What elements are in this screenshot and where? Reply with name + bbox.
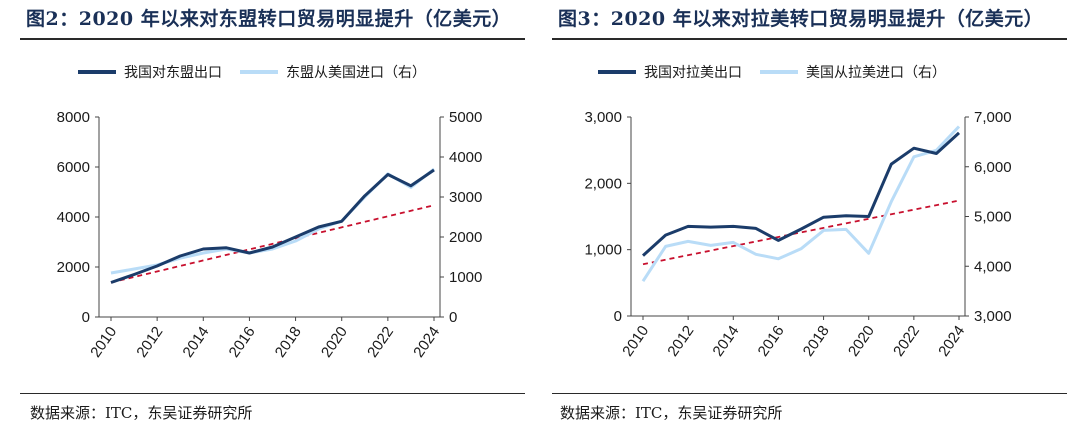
legend-swatch-series2 — [760, 70, 798, 74]
line-chart-latam: 0 1,000 2,000 3,000 3,000 4,000 5,000 6,000 7,00… — [584, 109, 1012, 360]
legend-item-series2: 东盟从美国进口（右） — [240, 62, 426, 82]
y-tick-label-left: 3,000 — [584, 109, 622, 126]
y-tick-label-left: 1,000 — [584, 242, 622, 259]
y-tick-label-right: 3,000 — [974, 308, 1012, 325]
series-line-export — [110, 168, 435, 284]
y-tick-label-left: 6000 — [57, 159, 90, 176]
series-line-import — [641, 125, 961, 283]
legend-label-series2: 东盟从美国进口（右） — [286, 65, 426, 81]
title-rule — [552, 38, 1067, 40]
source-rule — [20, 393, 525, 394]
title-rule — [20, 38, 525, 40]
y-tick-label-right: 0 — [449, 309, 457, 326]
y-tick-label-right: 5,000 — [974, 209, 1012, 226]
y-tick-label-right: 1000 — [449, 269, 482, 286]
series-line-export — [641, 131, 961, 257]
y-tick-label-right: 5000 — [449, 109, 482, 126]
x-tick-label: 2024 — [410, 324, 443, 361]
y-tick-label-right: 4000 — [449, 149, 482, 166]
x-tick-label: 2018 — [800, 323, 833, 360]
chart-panel-latam: 图3：2020 年以来对拉美转口贸易明显提升（亿美元） 我国对拉美出口 美国从拉… — [540, 0, 1080, 431]
trend-line — [642, 199, 960, 266]
legend-swatch-series1 — [78, 70, 116, 74]
x-tick-label: 2018 — [272, 324, 305, 361]
legend: 我国对拉美出口 美国从拉美进口（右） — [598, 62, 946, 82]
legend-item-series1: 我国对东盟出口 — [78, 62, 222, 82]
legend-label-series1: 我国对拉美出口 — [644, 65, 742, 81]
legend-label-series2: 美国从拉美进口（右） — [806, 65, 946, 81]
y-tick-label-left: 4000 — [57, 209, 90, 226]
line-chart-asean: 0 2000 4000 6000 8000 0 1000 2000 3000 4000 5000 20… — [57, 109, 483, 361]
y-tick-label-right: 3000 — [449, 189, 482, 206]
legend-item-series2: 美国从拉美进口（右） — [760, 62, 946, 82]
legend-swatch-series1 — [598, 70, 636, 74]
x-tick-label: 2010 — [619, 323, 652, 360]
chart-title: 图2：2020 年以来对东盟转口贸易明显提升（亿美元） — [26, 8, 512, 30]
source-note: 数据来源：ITC，东吴证券研究所 — [30, 404, 253, 422]
y-tick-label-left: 8000 — [57, 109, 90, 126]
y-tick-label-left: 2,000 — [584, 175, 622, 192]
x-tick-label: 2010 — [87, 324, 120, 361]
y-tick-label-left: 0 — [82, 309, 90, 326]
y-tick-label-right: 6,000 — [974, 159, 1012, 176]
x-tick-label: 2016 — [226, 324, 259, 361]
chart-title: 图3：2020 年以来对拉美转口贸易明显提升（亿美元） — [558, 8, 1044, 30]
source-rule — [552, 393, 1067, 394]
x-tick-label: 2012 — [664, 323, 697, 360]
x-tick-label: 2022 — [890, 323, 923, 360]
x-tick-label: 2024 — [935, 323, 968, 360]
x-tick-label: 2012 — [133, 324, 166, 361]
x-tick-label: 2020 — [845, 323, 878, 360]
legend-label-series1: 我国对东盟出口 — [124, 65, 222, 81]
source-note: 数据来源：ITC，东吴证券研究所 — [560, 404, 783, 422]
trend-line — [110, 204, 435, 284]
legend-swatch-series2 — [240, 70, 278, 74]
chart-panel-asean: 图2：2020 年以来对东盟转口贸易明显提升（亿美元） 我国对东盟出口 东盟从美… — [20, 8, 525, 422]
y-tick-label-right: 2000 — [449, 229, 482, 246]
legend-item-series1: 我国对拉美出口 — [598, 62, 742, 82]
y-tick-label-left: 0 — [614, 308, 622, 325]
series-line-import — [110, 167, 435, 275]
x-tick-label: 2022 — [364, 324, 397, 361]
y-tick-label-left: 2000 — [57, 259, 90, 276]
x-tick-label: 2020 — [318, 324, 351, 361]
x-tick-label: 2014 — [709, 323, 742, 360]
x-tick-label: 2016 — [755, 323, 788, 360]
x-tick-label: 2014 — [179, 324, 212, 361]
legend: 我国对东盟出口 东盟从美国进口（右） — [78, 62, 426, 82]
y-tick-label-right: 4,000 — [974, 258, 1012, 275]
y-tick-label-right: 7,000 — [974, 109, 1012, 126]
